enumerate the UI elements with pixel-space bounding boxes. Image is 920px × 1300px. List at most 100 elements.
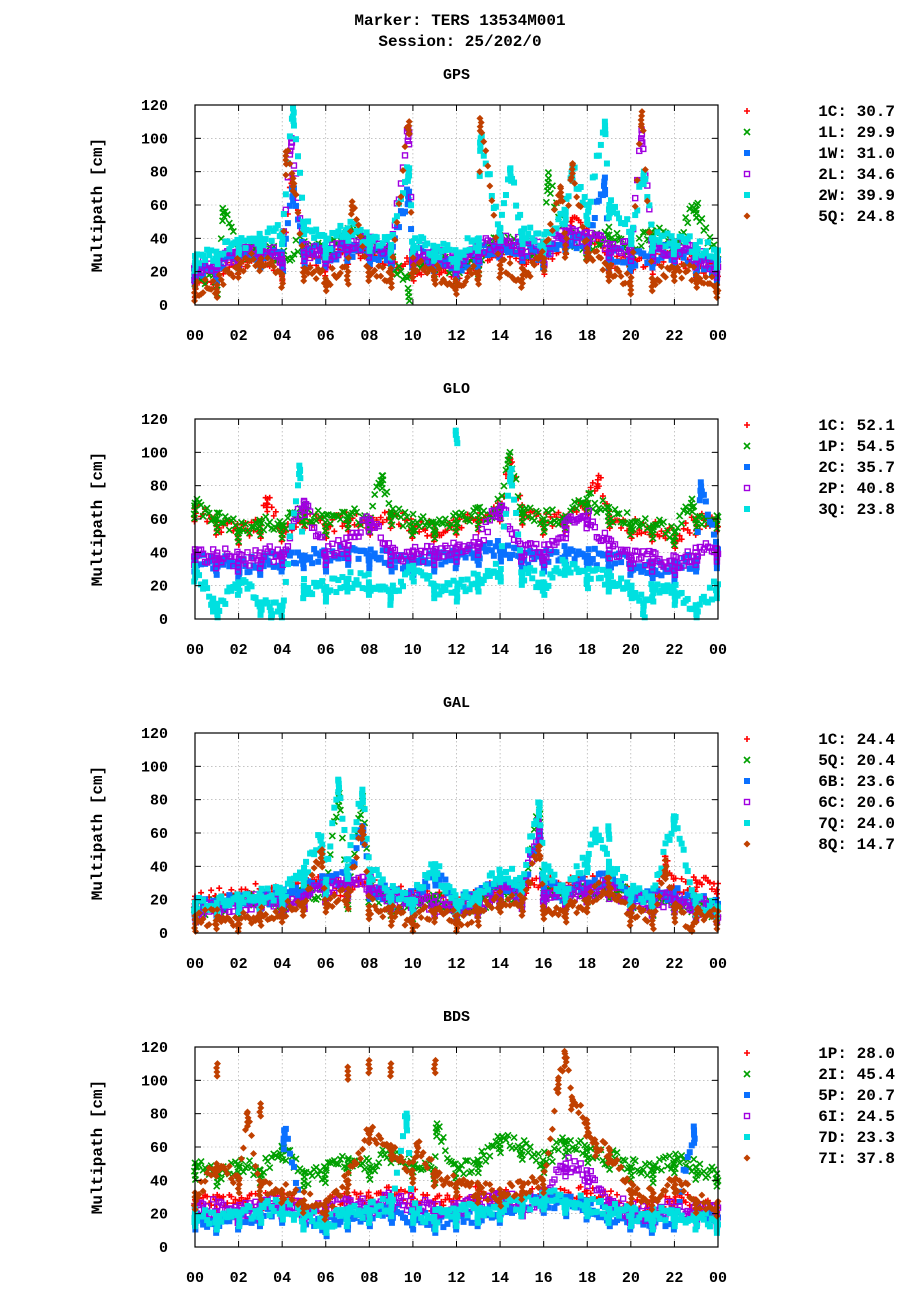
point-gps-2l [301, 253, 308, 260]
point-gps-2w [713, 260, 720, 267]
point-gps-2l [401, 152, 409, 159]
point-glo-1c [264, 501, 271, 508]
point-gps-1w [300, 248, 307, 255]
point-gps-5q [482, 147, 490, 155]
point-gps-1w [632, 262, 639, 269]
point-gps-1w [464, 264, 471, 271]
point-glo-2c [585, 546, 592, 553]
point-glo-3q [500, 523, 507, 530]
point-gps-2w [591, 173, 598, 180]
points-glo [190, 427, 722, 621]
legend-entry-gps-2l: 2L: 34.6 [818, 166, 895, 184]
point-glo-2c [490, 552, 497, 559]
point-glo-2c [377, 554, 384, 561]
point-gps-2l [518, 250, 525, 257]
point-gps-2l [480, 249, 487, 256]
point-gps-5q [641, 166, 649, 174]
point-gps-2w [561, 221, 568, 228]
point-gps-2w [632, 212, 639, 219]
point-gps-1w [555, 241, 562, 248]
point-gps-2l [713, 270, 721, 277]
point-gps-1l [543, 187, 552, 195]
point-gps-2w [274, 222, 281, 229]
point-gps-1w [700, 266, 707, 273]
point-gps-5q [405, 122, 413, 130]
point-gps-2w [436, 254, 443, 261]
point-gps-2l [192, 273, 199, 280]
point-gps-2w [500, 200, 507, 207]
legend-marker-glo-1c [744, 422, 750, 428]
point-gps-2w [587, 198, 594, 205]
point-gps-5q [597, 254, 605, 262]
point-gps-2w [235, 247, 242, 253]
point-glo-3q [490, 568, 497, 575]
point-gps-5q [213, 281, 221, 289]
point-gps-2l [519, 254, 526, 261]
point-gps-2w [475, 235, 482, 242]
point-glo-2c [649, 575, 656, 582]
legend-marker-gps-5q [743, 212, 751, 220]
y-tick-label-glo: 120 [141, 412, 168, 429]
legend-marker-gps-1l [743, 128, 751, 136]
point-gps-5q [676, 267, 684, 275]
point-gps-2w [409, 238, 416, 245]
point-gps-5q [289, 187, 297, 195]
point-gps-2w [460, 251, 467, 258]
point-glo-3q [204, 585, 211, 592]
point-gps-5q [557, 189, 565, 196]
point-gps-5q [561, 254, 569, 261]
point-gps-1l [395, 262, 403, 270]
point-gps-1w [654, 257, 661, 264]
point-gps-2l [628, 253, 635, 260]
point-glo-1p [378, 484, 386, 492]
point-gps-1w [220, 265, 227, 272]
point-gps-2w [521, 225, 528, 232]
point-glo-1p [500, 482, 508, 490]
point-gps-2w [476, 172, 483, 179]
point-gps-2w [369, 237, 376, 244]
point-gps-2w [565, 193, 572, 200]
point-gps-1w [458, 267, 465, 274]
point-gps-5q [278, 271, 286, 279]
point-gps-5q [235, 261, 243, 269]
x-tick-label-gps: 18 [578, 328, 596, 345]
point-gps-5q [583, 257, 591, 265]
point-glo-3q [454, 440, 461, 447]
point-gps-2w [477, 135, 484, 142]
point-gps-2w [477, 139, 484, 146]
point-gps-5q [627, 282, 635, 290]
point-gps-2w [387, 246, 394, 253]
x-tick-label-glo: 22 [665, 642, 683, 659]
point-gps-5q [355, 221, 363, 229]
point-gps-2w [410, 247, 417, 253]
point-gps-5q [344, 254, 352, 262]
x-tick-label-gps: 06 [317, 328, 335, 345]
point-gps-2l [424, 258, 431, 266]
point-glo-3q [597, 574, 604, 581]
point-glo-2c [300, 565, 307, 572]
point-glo-1p [369, 502, 377, 510]
point-gps-5q [306, 264, 314, 272]
point-gps-1w [242, 250, 249, 257]
point-gps-2l [621, 238, 629, 245]
point-gps-1w [383, 257, 390, 264]
point-gps-2w [606, 202, 613, 208]
point-gal-1c [208, 887, 215, 894]
point-gps-5q [494, 250, 502, 258]
point-gps-2w [713, 252, 720, 258]
point-gps-1l [682, 213, 690, 222]
point-gps-5q [387, 284, 395, 291]
point-gps-5q [410, 261, 418, 269]
point-gps-1w [713, 273, 720, 280]
point-gps-1w [595, 197, 602, 204]
point-gps-5q [452, 290, 460, 298]
point-gps-2l [310, 243, 318, 250]
point-gps-2w [226, 246, 233, 253]
point-glo-3q [671, 601, 678, 608]
point-gps-1w [290, 197, 297, 204]
point-gps-5q [289, 183, 297, 191]
point-gps-2l [213, 266, 220, 274]
point-glo-3q [322, 598, 329, 605]
legend-marker-glo-1p [743, 442, 751, 450]
point-gps-5q [540, 263, 548, 271]
